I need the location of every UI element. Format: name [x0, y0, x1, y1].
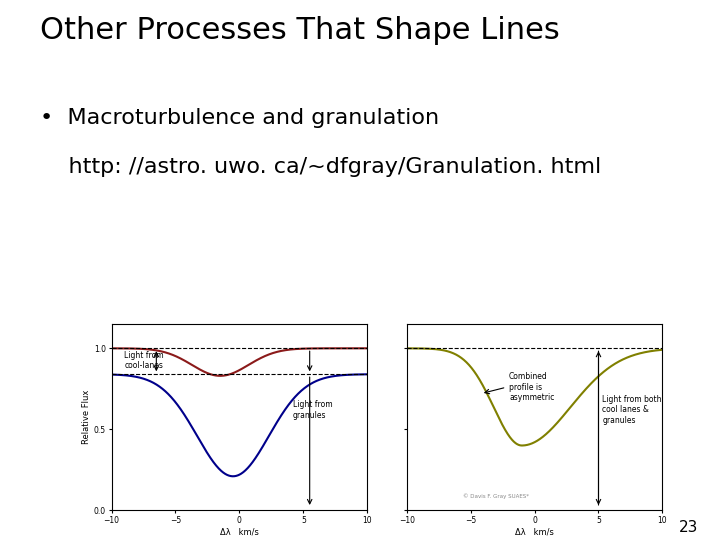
Y-axis label: Relative Flux: Relative Flux: [82, 390, 91, 444]
Text: Light from
granules: Light from granules: [293, 400, 333, 420]
Text: Light from both
cool lanes &
granules: Light from both cool lanes & granules: [603, 395, 662, 425]
Text: 23: 23: [679, 519, 698, 535]
Text: © Davis F. Gray SUAES*: © Davis F. Gray SUAES*: [463, 494, 529, 499]
Text: Combined
profile is
asymmetric: Combined profile is asymmetric: [509, 372, 554, 402]
Text: http: //astro. uwo. ca/~dfgray/Granulation. html: http: //astro. uwo. ca/~dfgray/Granulati…: [40, 157, 601, 177]
Text: Light from
cool-lanes: Light from cool-lanes: [125, 351, 164, 370]
Text: •  Macroturbulence and granulation: • Macroturbulence and granulation: [40, 108, 438, 128]
Text: Other Processes That Shape Lines: Other Processes That Shape Lines: [40, 16, 559, 45]
X-axis label: Δλ   km/s: Δλ km/s: [516, 528, 554, 537]
X-axis label: Δλ   km/s: Δλ km/s: [220, 528, 258, 537]
